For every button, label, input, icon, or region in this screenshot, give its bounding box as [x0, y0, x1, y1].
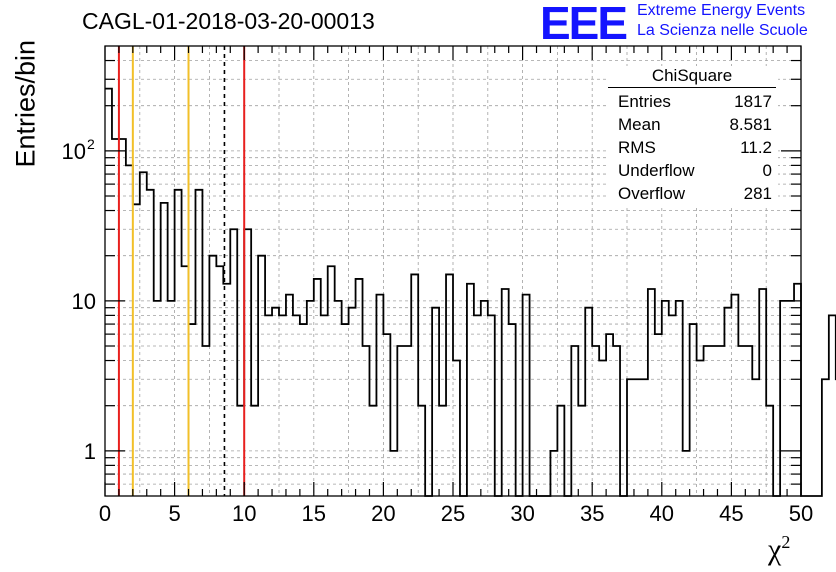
stats-label: Entries — [618, 92, 671, 111]
x-tick-label: 5 — [168, 501, 180, 526]
vertical-lines-layer — [117, 46, 246, 496]
x-axis-label: χ2 — [768, 532, 790, 567]
x-tick-label: 20 — [371, 501, 395, 526]
histogram-bin — [829, 315, 836, 496]
y-tick-label: 10 — [72, 289, 96, 314]
y-tick-label-exponent: 2 — [87, 136, 95, 152]
stats-label: Mean — [618, 115, 661, 134]
x-tick-label: 45 — [719, 501, 743, 526]
y-axis-label: Entries/bin — [10, 39, 41, 168]
stats-value: 11.2 — [740, 138, 772, 157]
grid-layer — [105, 46, 801, 496]
y-tick-label: 1 — [84, 439, 96, 464]
stats-label: RMS — [618, 138, 656, 157]
x-axis-label-base: χ — [768, 533, 782, 566]
x-tick-label: 30 — [510, 501, 534, 526]
stats-row-underflow: Underflow 0 — [608, 159, 778, 182]
stats-row-overflow: Overflow 281 — [608, 182, 778, 205]
stats-value: 0 — [762, 161, 772, 180]
x-tick-label: 40 — [650, 501, 674, 526]
stats-value: 8.581 — [729, 115, 772, 134]
x-axis-label-superscript: 2 — [781, 532, 791, 552]
x-tick-labels: 0 5 10 15 20 25 30 35 40 45 50 — [99, 501, 813, 526]
x-tick-label: 15 — [302, 501, 326, 526]
ticks-layer — [104, 46, 802, 496]
stats-label: Underflow — [618, 161, 695, 180]
histogram-bin — [822, 379, 829, 496]
x-tick-label: 25 — [441, 501, 465, 526]
stats-row-entries: Entries 1817 — [608, 90, 778, 113]
y-tick-label: 10 — [62, 139, 86, 164]
stats-label: Overflow — [618, 184, 686, 203]
x-tick-label: 10 — [232, 501, 256, 526]
eee-logo: EEE — [540, 0, 628, 49]
x-tick-label: 0 — [99, 501, 111, 526]
run-title: CAGL-01-2018-03-20-00013 — [82, 8, 375, 34]
x-tick-label: 35 — [580, 501, 604, 526]
stats-value: 281 — [743, 184, 772, 203]
stats-value: 1817 — [734, 92, 772, 111]
stats-box: ChiSquare Entries 1817 Mean 8.581 RMS 11.2 … — [608, 66, 778, 205]
x-tick-label: 50 — [789, 501, 813, 526]
stats-row-rms: RMS 11.2 — [608, 136, 778, 159]
eee-logo-line1: Extreme Energy Events — [637, 2, 806, 19]
eee-logo-line2: La Scienza nelle Scuole — [637, 22, 808, 39]
stats-title: ChiSquare — [608, 66, 776, 88]
stats-row-mean: Mean 8.581 — [608, 113, 778, 136]
